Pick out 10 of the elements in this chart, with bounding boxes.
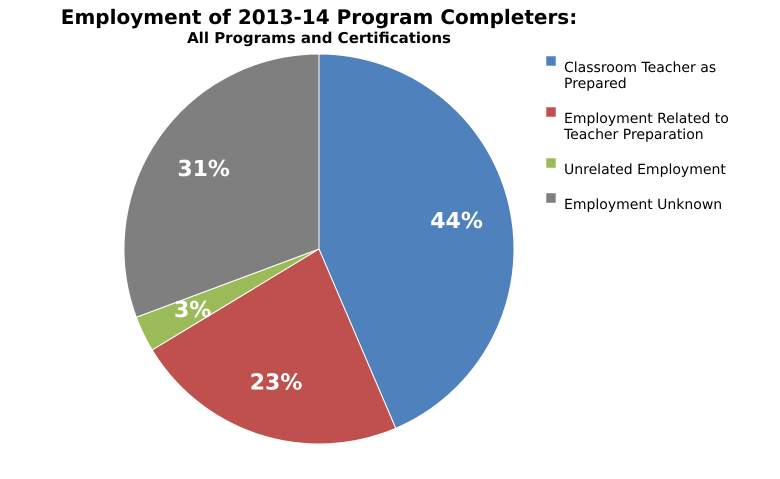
- legend-label: Classroom Teacher as Prepared: [564, 60, 716, 92]
- data-label: 44%: [430, 208, 483, 234]
- legend-label: Employment Related to Teacher Preparation: [563, 111, 729, 143]
- data-label: 23%: [250, 370, 302, 396]
- data-label: 31%: [177, 156, 230, 182]
- legend-label: Unrelated Employment: [564, 162, 726, 178]
- chart-subtitle: All Programs and Certifications: [187, 29, 451, 47]
- chart-title: Employment of 2013-14 Program Completers:: [60, 5, 578, 29]
- legend-label: Employment Unknown: [564, 197, 722, 213]
- data-label: 3%: [174, 298, 212, 324]
